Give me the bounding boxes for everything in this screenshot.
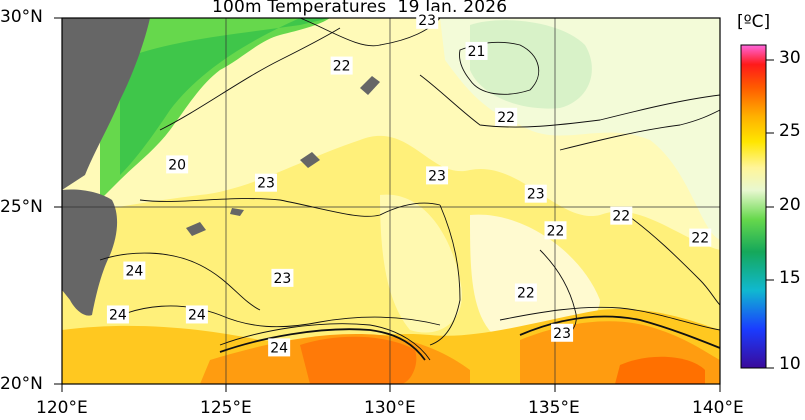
contour-label-text: 23 (418, 13, 436, 29)
contour-label-text: 22 (612, 209, 630, 225)
colorbar-tick-25: 25 (779, 121, 801, 141)
contour-label-text: 21 (468, 44, 486, 60)
contour-label-text: 23 (274, 271, 292, 287)
lon-label-120e: 120°E (36, 398, 88, 418)
lat-label-20n: 20°N (0, 374, 43, 394)
contour-label-text: 23 (527, 187, 545, 203)
contour-label-text: 22 (547, 223, 565, 239)
lat-label-30n: 30°N (0, 7, 43, 27)
contour-label-text: 22 (333, 59, 351, 75)
contour-label-text: 23 (553, 326, 571, 342)
lon-label-130e: 130°E (364, 398, 416, 418)
contour-label: 22 (514, 283, 537, 302)
contour-labels: 23 21 22 22 20 23 23 23 22 22 22 24 23 22 24 24 23 24 (106, 10, 712, 357)
colorbar-ramp (740, 44, 767, 369)
contour-label-text: 22 (517, 286, 535, 302)
sea-temperature-field (62, 18, 720, 384)
contour-label: 24 (268, 338, 291, 357)
contour-label-text: 20 (168, 157, 186, 173)
contour-label-text: 24 (270, 340, 288, 356)
contour-label-text: 22 (497, 110, 515, 126)
contour-label-text: 22 (691, 231, 709, 247)
lat-label-25n: 25°N (0, 197, 43, 217)
contour-label: 20 (166, 155, 189, 174)
contour-label: 23 (426, 166, 449, 185)
lon-label-140e: 140°E (692, 398, 744, 418)
contour-label: 23 (524, 184, 547, 203)
contour-label-text: 24 (109, 307, 127, 323)
contour-label-text: 24 (188, 307, 206, 323)
contour-label-text: 24 (125, 264, 143, 280)
contour-label: 22 (689, 228, 712, 247)
contour-label: 24 (106, 305, 129, 324)
contour-label: 22 (544, 221, 567, 240)
lon-label-135e: 135°E (528, 398, 580, 418)
contour-label-text: 23 (257, 176, 275, 192)
contour-label: 24 (123, 261, 146, 280)
colorbar-tick-20: 20 (779, 195, 801, 215)
lon-label-125e: 125°E (200, 398, 252, 418)
contour-label: 23 (271, 268, 294, 287)
contour-label-text: 23 (428, 168, 446, 184)
colorbar-tick-15: 15 (779, 268, 801, 288)
colorbar-unit: [ºC] (737, 12, 771, 32)
colorbar-tick-30: 30 (779, 48, 801, 68)
colorbar-tick-10: 10 (779, 354, 801, 374)
contour-label: 24 (185, 305, 208, 324)
contour-label: 22 (610, 206, 633, 225)
contour-label: 22 (495, 107, 518, 126)
contour-label: 23 (254, 173, 277, 192)
contour-label: 21 (465, 41, 488, 60)
contour-label: 23 (416, 10, 439, 29)
contour-label: 22 (330, 56, 353, 75)
contour-label: 23 (551, 323, 574, 342)
